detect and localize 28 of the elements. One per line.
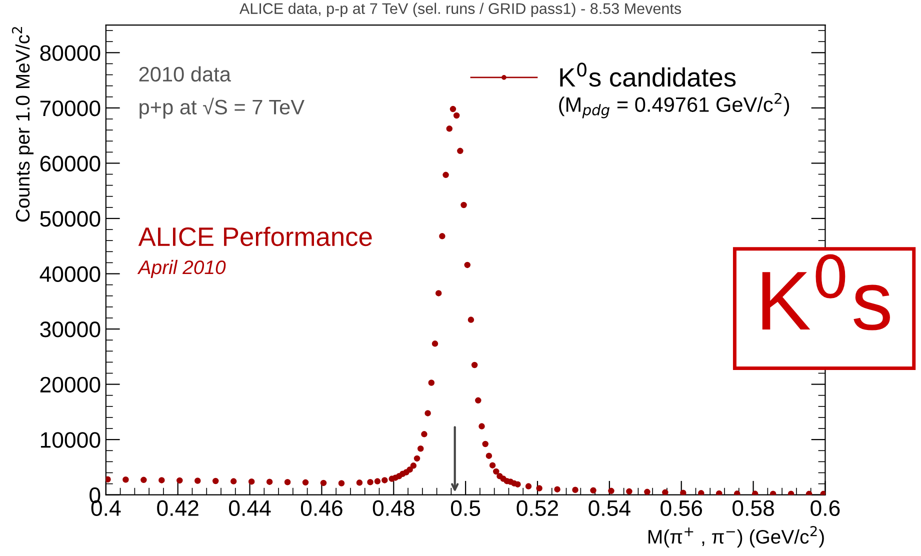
annotation: K$^{0}$s [762,254,890,330]
y-tick-label: 60000 [40,156,100,172]
x-tick-label: 0.48 [372,500,414,516]
x-axis-title: M(π$^{+}$ , π$^{−}$) (GeV/c$^{2}$) [648,526,824,548]
y-tick-label: 80000 [40,45,100,61]
legend-label: K$^{0}$s candidates [560,62,736,87]
annotation: (M$_{pdg}$ = 0.49761 GeV/c$^{2}$) [559,92,790,118]
x-tick-label: 0.58 [732,500,774,516]
x-tick-label: 0.5 [450,500,480,516]
y-tick-label: 70000 [40,100,100,116]
annotation: p+p at √S = 7 TeV [140,98,304,119]
y-tick-label: 30000 [40,322,100,338]
y-tick-label: 50000 [40,211,100,227]
x-tick-label: 0.46 [300,500,342,516]
annotation: April 2010 [137,260,226,278]
annotation: 2010 data [139,66,231,82]
x-tick-label: 0.56 [660,500,702,516]
chart-title: ALICE data, p-p at 7 TeV (sel. runs / GRID pass1) - 8.53 Mevents [239,2,682,18]
x-tick-label: 0.44 [229,500,271,516]
y-tick-label: 10000 [40,432,100,448]
x-tick-label: 0.6 [810,500,840,516]
y-tick-label: 40000 [40,266,100,282]
y-axis-title: Counts per 1.0 MeV/c$^{2}$ [12,27,34,222]
annotation: ALICE Performance [138,226,372,246]
x-tick-label: 0.54 [588,500,630,516]
y-tick-label: 20000 [40,376,100,393]
x-tick-label: 0.42 [157,500,198,516]
x-tick-label: 0.52 [516,500,558,516]
